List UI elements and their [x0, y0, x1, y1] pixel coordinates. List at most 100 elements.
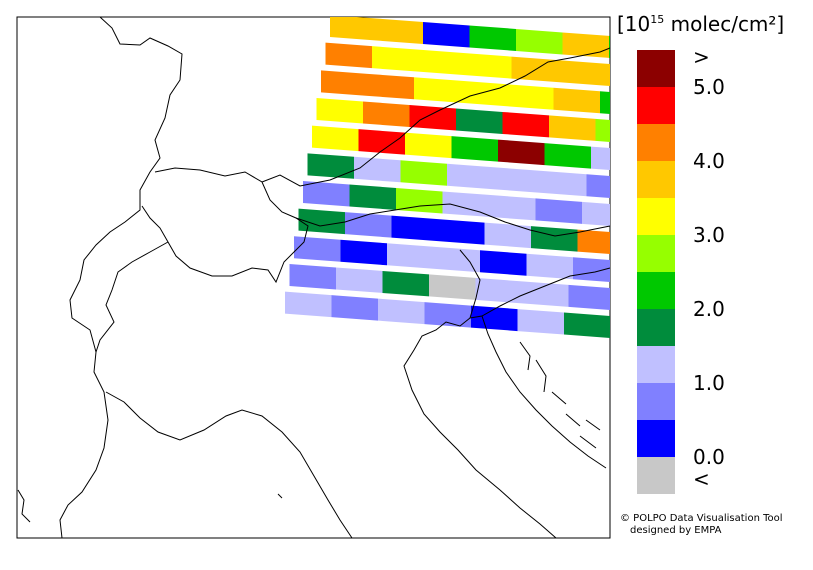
swath-pixel — [471, 305, 518, 332]
swath-pixel — [396, 187, 443, 214]
swath-pixel — [285, 291, 332, 318]
legend-unit-rest: molec/cm²] — [664, 12, 784, 36]
swath-pixel — [414, 77, 461, 103]
legend-swatch-0 — [637, 420, 675, 457]
swath-pixel — [336, 267, 383, 293]
croatia-coast — [481, 315, 607, 469]
swath-pixel — [460, 80, 507, 107]
legend-tick-label: 1.0 — [693, 371, 725, 395]
italy-coast-east — [403, 317, 557, 539]
france-border — [59, 16, 183, 539]
swath-pixel — [689, 126, 736, 151]
legend-tick-label: 4.0 — [693, 149, 725, 173]
swath-pixel — [433, 246, 480, 273]
swath-pixel — [331, 295, 378, 321]
swath-pixel — [391, 215, 438, 242]
legend-tick-label: 3.0 — [693, 223, 725, 247]
legend-tick-label: 0.0 — [693, 445, 725, 469]
swath-pixel — [604, 63, 610, 87]
swath-pixel — [568, 284, 610, 311]
corsica-coast — [17, 489, 31, 523]
swath-pixel — [498, 139, 545, 166]
swath-pixel — [475, 277, 522, 304]
legend-swatch-3 — [637, 309, 675, 346]
italy-north-border — [95, 241, 169, 353]
swath-pixel — [531, 226, 578, 252]
swath-pixel — [549, 115, 596, 141]
swath-pixel — [609, 35, 610, 58]
legend-swatch-4 — [637, 272, 675, 309]
swath-pixel — [522, 281, 569, 307]
legend-unit-exponent: 15 — [650, 13, 664, 26]
swath-pixel — [544, 143, 591, 169]
austria-border — [261, 47, 611, 187]
swath-pixel — [540, 170, 587, 197]
satellite-swath — [285, 17, 740, 339]
credit-line-1: © POLPO Data Visualisation Tool — [620, 513, 783, 524]
swath-pixel — [363, 101, 410, 127]
swath-pixel — [405, 132, 452, 159]
legend-swatch-8 — [637, 124, 675, 161]
alps-south-border — [295, 203, 611, 237]
legend-tick-label: 2.0 — [693, 297, 725, 321]
legend-swatch-2 — [637, 346, 675, 383]
swath-pixel — [582, 201, 610, 226]
swath-pixel — [451, 136, 498, 162]
legend-label-below: < — [693, 467, 710, 491]
legend-tick-label: 5.0 — [693, 75, 725, 99]
swath-pixel — [517, 309, 564, 335]
swath-pixel — [354, 156, 401, 183]
swath-pixel — [577, 229, 610, 255]
swath-pixel — [382, 270, 429, 297]
swath-pixel — [600, 91, 610, 115]
legend-label-above: > — [693, 45, 710, 69]
swath-pixel — [378, 298, 425, 325]
swath-pixel — [418, 49, 465, 76]
country-borders — [17, 16, 611, 539]
swath-pixel — [424, 302, 471, 328]
swath-pixel — [595, 118, 610, 143]
legend-swatch-5 — [637, 235, 675, 272]
swath-pixel — [294, 236, 341, 262]
swath-pixel — [400, 160, 447, 186]
swath-pixel — [442, 191, 489, 217]
swath-pixel — [526, 253, 573, 280]
colour-legend: >5.0 4.0 3.0 2.0 1.0 0.0< — [637, 45, 725, 494]
swath-pixel — [345, 212, 392, 238]
swath-pixel — [562, 32, 609, 58]
swath-pixel — [312, 125, 359, 152]
slovenia-border — [459, 249, 611, 319]
legend-swatch-gt — [637, 50, 675, 87]
swath-pixel — [469, 25, 516, 51]
swath-pixel — [493, 167, 540, 193]
credit-line-2: designed by EMPA — [630, 525, 722, 536]
swath-pixel — [423, 21, 470, 48]
swath-pixel — [511, 56, 558, 83]
swath-pixel — [456, 108, 503, 134]
legend-swatch-9 — [637, 87, 675, 124]
switzerland-border — [141, 167, 309, 284]
swath-pixel — [340, 239, 387, 266]
swath-pixel — [465, 53, 512, 79]
swath-pixel — [535, 198, 582, 224]
swath-pixel — [484, 222, 531, 249]
swath-pixel — [693, 98, 740, 123]
swath-pixel — [325, 42, 372, 69]
swath-pixel — [358, 129, 405, 155]
legend-swatch-1 — [637, 383, 675, 420]
swath-pixel — [387, 243, 434, 269]
swath-pixel — [502, 111, 549, 138]
swath-pixel — [349, 184, 396, 210]
swath-pixel — [516, 28, 563, 55]
swath-pixel — [573, 257, 610, 282]
legend-swatch-lt — [637, 457, 675, 494]
italy-coast-west — [105, 391, 353, 539]
swath-pixel — [298, 208, 345, 235]
swath-pixel — [372, 46, 419, 72]
legend-unit-label: [1015 molec/cm²] — [617, 12, 784, 36]
swath-pixel — [564, 312, 610, 339]
swath-pixel — [429, 274, 476, 300]
swath-pixel — [438, 219, 485, 245]
